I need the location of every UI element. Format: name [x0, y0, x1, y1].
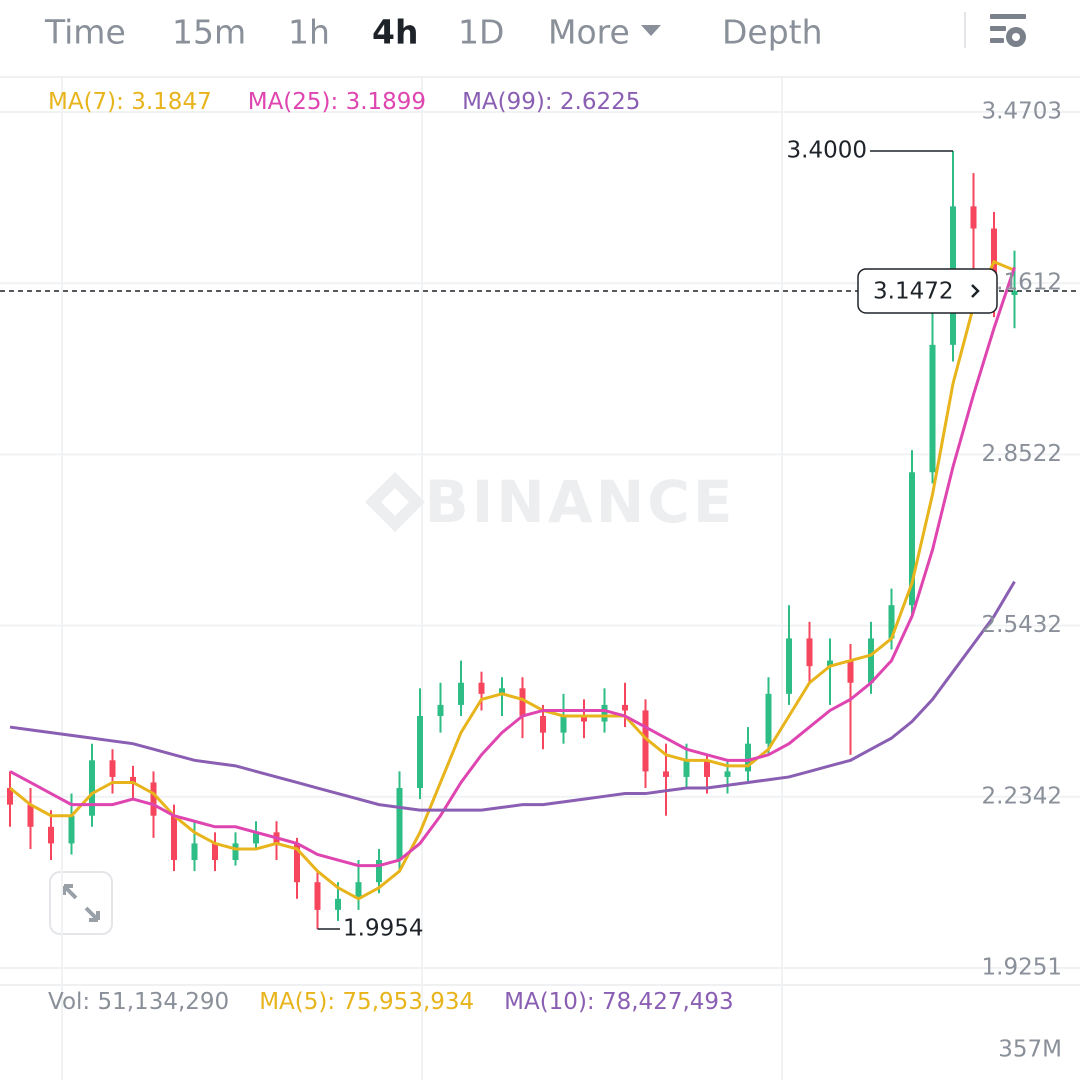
candle-body	[89, 760, 95, 816]
ma-legend: MA(99): 2.6225	[462, 89, 640, 115]
tab[interactable]: 15m	[172, 13, 246, 52]
candle-body	[765, 693, 772, 744]
vol-legend: MA(10): 78,427,493	[504, 989, 734, 1015]
icon-bar	[990, 26, 1006, 31]
icon-gear-hole	[1012, 33, 1020, 41]
candle-body	[519, 688, 526, 716]
candle-body	[48, 826, 54, 844]
candle-body	[150, 782, 157, 816]
ma-line	[9, 580, 1016, 812]
candle-body	[1011, 290, 1018, 295]
candle-body	[376, 860, 382, 883]
ma-legend: MA(25): 3.1899	[248, 89, 426, 115]
candle-body	[909, 472, 915, 606]
candle-body	[355, 882, 362, 899]
candle-body	[663, 771, 669, 777]
ma-legend: MA(7): 3.1847	[48, 89, 212, 115]
vol-legend-value: 75,953,934	[342, 989, 474, 1015]
candle-body	[478, 682, 485, 694]
ma-line	[9, 259, 1016, 901]
vol-legend-value: 78,427,493	[602, 989, 734, 1015]
settings-icon[interactable]	[990, 14, 1026, 47]
candle-body	[581, 715, 587, 722]
ma-legend-name: MA(99):	[462, 89, 553, 115]
watermark: BINANCE	[425, 468, 736, 536]
tab[interactable]: 4h	[372, 13, 418, 52]
candle-body	[970, 206, 977, 229]
candle-body	[212, 843, 218, 861]
chevron	[971, 284, 980, 298]
ma-legend-value: 3.1847	[131, 89, 211, 115]
candle-body	[745, 743, 751, 772]
tab[interactable]: 1h	[288, 13, 330, 52]
vol-legend-name: Vol:	[48, 989, 90, 1015]
candle-body	[458, 682, 464, 705]
ma-legend-name: MA(7):	[48, 89, 124, 115]
candle-body	[314, 882, 321, 910]
candle-body	[601, 704, 608, 722]
candle-body	[622, 704, 628, 711]
icon-bar	[990, 14, 1026, 19]
candle-body	[253, 832, 259, 844]
last-price-box[interactable]	[857, 268, 998, 314]
candle-body	[437, 704, 444, 716]
icon-bar	[990, 38, 1004, 43]
candle-body	[232, 843, 239, 861]
ma-line	[9, 266, 1016, 868]
candle-body	[806, 638, 813, 667]
expand-arrows	[62, 884, 100, 922]
candle-body	[294, 843, 300, 883]
tab[interactable]: Time	[44, 13, 126, 52]
button-frame	[49, 871, 113, 935]
high-label: 3.4000	[787, 137, 867, 163]
last-price-label: 3.1472	[873, 278, 953, 304]
candle-body	[417, 715, 423, 789]
vol-legend-name: MA(10):	[504, 989, 595, 1015]
low-label: 1.9954	[343, 916, 423, 942]
dropdown-caret	[641, 25, 661, 36]
ma-legend-value: 3.1899	[346, 89, 426, 115]
expand-button[interactable]	[49, 871, 113, 935]
y-tick-label: 1.9251	[982, 954, 1062, 980]
y-tick-label: 2.2342	[982, 783, 1062, 809]
tab[interactable]: Depth	[722, 13, 823, 52]
watermark-logo	[365, 472, 425, 532]
candle-body	[786, 638, 792, 694]
volume-tick-label: 357M	[998, 1037, 1062, 1063]
candle-body	[868, 638, 874, 683]
vol-legend-value: 51,134,290	[97, 989, 229, 1015]
candle-body	[827, 660, 833, 667]
y-tick-label: 2.5432	[982, 612, 1062, 638]
candle-body	[724, 771, 731, 777]
candle-body	[68, 815, 75, 844]
candle-body	[499, 688, 505, 694]
candle-body	[171, 815, 177, 861]
candle-body	[109, 760, 116, 777]
candle-body	[540, 715, 546, 733]
candle-body	[191, 843, 198, 861]
tab[interactable]: 1D	[458, 13, 504, 52]
ma-legend-name: MA(25):	[248, 89, 339, 115]
candle-body	[7, 788, 13, 805]
candle-body	[683, 760, 690, 777]
vol-legend: Vol: 51,134,290	[48, 989, 229, 1015]
tab[interactable]: More	[548, 13, 630, 52]
candle-body	[888, 605, 895, 639]
candle-body	[704, 760, 710, 777]
vol-legend-name: MA(5):	[259, 989, 335, 1015]
vol-legend: MA(5): 75,953,934	[259, 989, 474, 1015]
candle-body	[335, 898, 341, 910]
candle-body	[27, 804, 34, 827]
ma-legend-value: 2.6225	[560, 89, 640, 115]
candle-body	[847, 660, 854, 683]
candle-body	[929, 344, 936, 473]
candle-body	[642, 710, 649, 772]
y-tick-label: 2.8522	[982, 441, 1062, 467]
y-tick-label: 3.4703	[982, 99, 1062, 125]
candle-body	[396, 788, 403, 861]
candle-body	[560, 715, 567, 733]
candle-body	[130, 776, 136, 783]
